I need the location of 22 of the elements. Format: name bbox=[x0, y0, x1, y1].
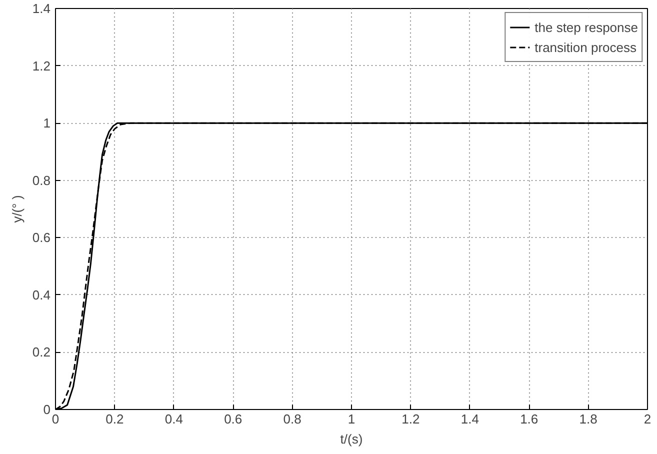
x-tick-label: 2 bbox=[644, 412, 652, 426]
y-tick-label: 1.4 bbox=[32, 1, 51, 16]
x-tick-label: 1.8 bbox=[579, 412, 598, 426]
x-tick-label: 0.4 bbox=[164, 412, 183, 426]
x-tick-label: 1 bbox=[348, 412, 356, 426]
y-tick-label: 0.8 bbox=[32, 172, 51, 188]
y-tick-label: 0.4 bbox=[32, 287, 51, 302]
x-tick-label: 1.6 bbox=[520, 412, 538, 426]
legend-label: the step response bbox=[534, 20, 638, 34]
y-tick-label: 0.2 bbox=[32, 344, 51, 360]
y-tick-label: 0.6 bbox=[32, 230, 51, 246]
legend-label: transition process bbox=[534, 40, 637, 54]
x-tick-label: 0.8 bbox=[283, 412, 302, 426]
y-axis-title: y/(° ) bbox=[9, 195, 24, 223]
y-tick-label: 1.2 bbox=[32, 58, 51, 74]
y-tick-label: 0 bbox=[43, 402, 51, 417]
y-tick-label: 1 bbox=[43, 116, 51, 131]
x-tick-label: 0.6 bbox=[224, 412, 242, 426]
x-tick-label: 0.2 bbox=[106, 412, 124, 426]
x-axis-title: t/(s) bbox=[340, 432, 363, 446]
x-tick-label: 1.2 bbox=[402, 412, 420, 426]
x-tick-label: 1.4 bbox=[460, 412, 479, 426]
